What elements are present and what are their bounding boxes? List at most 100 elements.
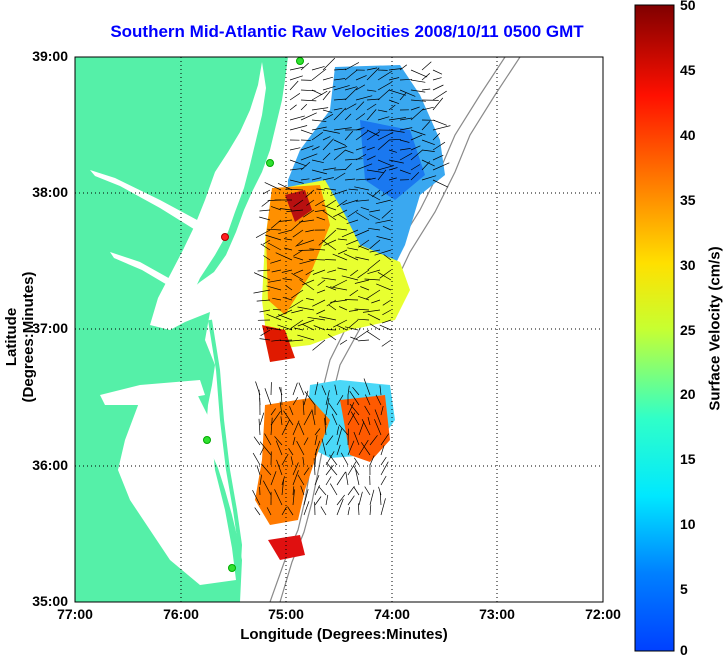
current-vector xyxy=(377,139,390,151)
current-vector xyxy=(325,476,332,486)
current-vector xyxy=(261,463,272,476)
current-vector xyxy=(421,149,435,152)
current-vector xyxy=(303,390,309,406)
current-vector xyxy=(399,152,413,161)
current-vector xyxy=(270,411,281,426)
current-vector xyxy=(281,506,287,516)
current-vector xyxy=(266,285,282,291)
current-vector xyxy=(341,275,359,281)
current-vector xyxy=(366,331,381,341)
current-vector xyxy=(252,490,261,506)
current-vector xyxy=(306,298,315,301)
current-vector xyxy=(300,178,310,181)
current-vector xyxy=(360,286,370,291)
current-vector xyxy=(300,485,305,496)
current-vector xyxy=(432,119,447,126)
current-vector xyxy=(347,440,355,456)
current-vector xyxy=(366,131,381,141)
current-vector xyxy=(311,89,323,96)
current-vector xyxy=(259,338,271,341)
current-vector xyxy=(421,161,431,171)
current-vector xyxy=(256,465,261,476)
current-vector xyxy=(314,448,317,466)
current-vector xyxy=(349,319,359,328)
current-vector xyxy=(366,89,377,92)
radar-station-marker xyxy=(221,233,229,241)
current-vector xyxy=(322,229,337,243)
current-vector xyxy=(410,108,424,121)
current-vector xyxy=(348,309,359,312)
current-vector xyxy=(366,192,381,201)
current-vector xyxy=(314,428,321,436)
current-vector xyxy=(350,336,359,341)
current-vector xyxy=(303,209,315,218)
current-vector xyxy=(366,177,376,181)
current-vector xyxy=(296,239,315,247)
colorbar xyxy=(634,4,675,652)
current-vector xyxy=(286,209,304,212)
current-vector xyxy=(297,474,305,486)
current-vector xyxy=(347,402,355,416)
current-vector xyxy=(344,86,357,91)
current-vector xyxy=(289,167,304,171)
current-vector xyxy=(270,417,273,436)
current-vector xyxy=(300,62,309,71)
current-vector xyxy=(362,309,381,313)
current-vector xyxy=(271,339,282,342)
current-vector xyxy=(421,139,435,146)
current-vector xyxy=(336,498,344,516)
current-vector xyxy=(326,462,338,476)
current-vector xyxy=(262,189,271,195)
current-vector xyxy=(388,77,400,81)
current-vector xyxy=(348,188,359,191)
current-vector xyxy=(322,136,331,141)
current-vector xyxy=(380,475,387,486)
current-vector xyxy=(285,188,304,191)
current-vector xyxy=(344,103,357,111)
current-vector xyxy=(281,479,284,496)
current-vector xyxy=(399,169,411,175)
current-vector xyxy=(313,458,316,476)
current-vector xyxy=(358,339,370,342)
lon-tick-label: 74:00 xyxy=(374,606,410,622)
colorbar-tick: 35 xyxy=(680,192,696,208)
current-vector xyxy=(322,90,331,101)
current-vector xyxy=(258,418,261,436)
current-vector xyxy=(383,254,392,261)
current-vector xyxy=(291,289,304,299)
current-vector xyxy=(330,299,348,303)
current-vector xyxy=(369,249,381,253)
current-vector xyxy=(297,319,315,327)
current-vector xyxy=(366,67,378,71)
velocity-field-hatteras-east xyxy=(340,395,390,462)
current-vector xyxy=(270,408,276,416)
current-vector xyxy=(333,107,347,121)
current-vector xyxy=(333,107,343,111)
current-vector xyxy=(382,299,392,306)
current-vector xyxy=(388,68,402,71)
current-vector xyxy=(333,319,348,328)
current-vector xyxy=(388,177,397,181)
current-vector xyxy=(316,188,326,191)
current-vector xyxy=(347,385,350,396)
colorbar-tick: 20 xyxy=(680,386,696,402)
current-vector xyxy=(289,93,301,101)
current-vector xyxy=(344,326,359,331)
current-vector xyxy=(322,109,333,113)
current-vector xyxy=(355,84,366,91)
current-vector xyxy=(388,129,405,133)
current-vector xyxy=(296,440,305,456)
current-vector xyxy=(262,480,272,496)
current-vector xyxy=(329,454,338,466)
current-vector xyxy=(305,269,315,276)
current-vector xyxy=(410,99,426,102)
current-vector xyxy=(336,494,345,506)
current-vector xyxy=(410,134,423,141)
current-vector xyxy=(321,385,327,396)
current-vector xyxy=(282,296,293,301)
current-vector xyxy=(358,421,365,436)
current-vector xyxy=(303,467,310,476)
current-vector xyxy=(432,179,449,188)
current-vector xyxy=(357,318,370,321)
